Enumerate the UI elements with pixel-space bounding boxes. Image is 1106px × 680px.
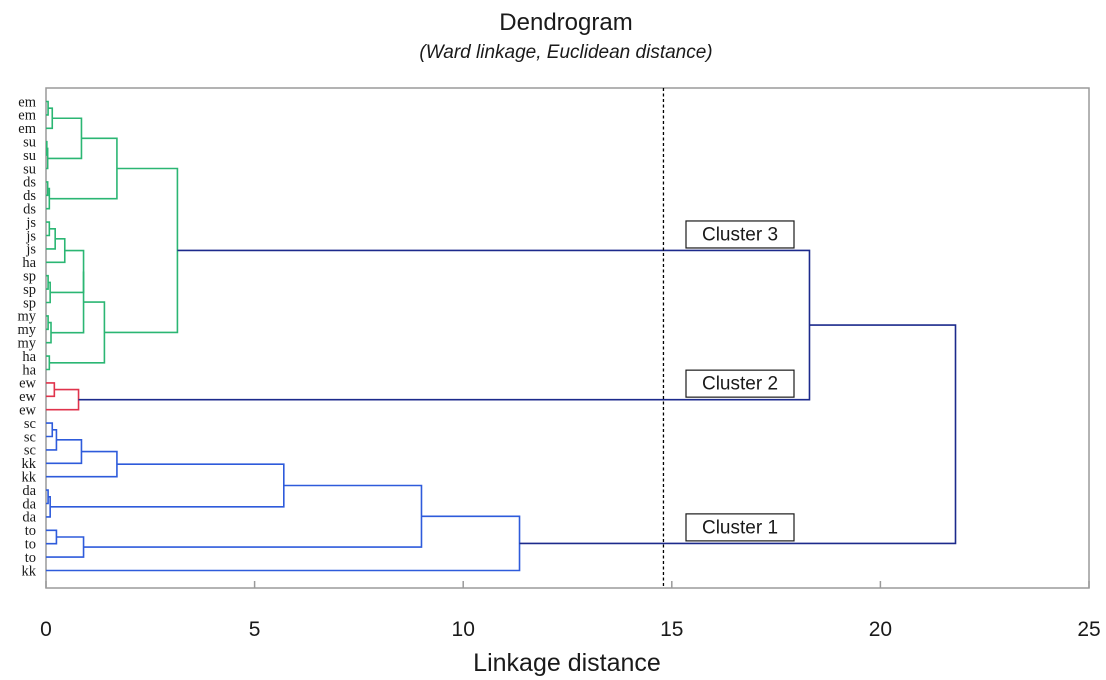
- leaf-label-33: to: [25, 537, 36, 553]
- cluster-label-box: [685, 369, 795, 398]
- cluster-label-3: Cluster 1: [685, 513, 795, 542]
- leaf-label-27: kk: [22, 456, 37, 472]
- leaf-label-1: em: [18, 108, 36, 124]
- cluster-label-text: Cluster 1: [702, 517, 778, 538]
- cluster-label-text: Cluster 2: [702, 374, 778, 395]
- dendrogram-link-n25: [46, 439, 83, 465]
- chart-subtitle: (Ward linkage, Euclidean distance): [419, 42, 712, 63]
- x-tick-label-25: 25: [1077, 618, 1100, 641]
- leaf-label-8: ds: [23, 202, 36, 218]
- leaf-label-22: ew: [19, 389, 36, 405]
- dendrogram-link-n8: [49, 137, 118, 200]
- leaf-label-0: em: [18, 94, 36, 110]
- leaf-label-31: da: [22, 510, 36, 526]
- leaf-label-10: js: [25, 228, 36, 244]
- cluster-label-box: [685, 513, 795, 542]
- leaf-label-7: ds: [23, 188, 36, 204]
- dendrogram-link-n21: [46, 382, 56, 398]
- cluster-labels: Cluster 3 Cluster 2 Cluster 1: [685, 220, 795, 542]
- leaf-label-26: sc: [24, 443, 36, 459]
- cluster-label-1: Cluster 3: [685, 220, 795, 249]
- cluster-label-2: Cluster 2: [685, 369, 795, 398]
- x-axis: 0 5 10 15 20 25: [40, 581, 1101, 641]
- dendrogram-link-n23: [46, 422, 54, 438]
- cluster-label-text: Cluster 3: [702, 224, 778, 245]
- leaf-label-14: sp: [23, 282, 36, 298]
- dendrogram-link-n30: [46, 529, 58, 545]
- leaf-label-3: su: [23, 135, 36, 151]
- dendrogram-link-n24: [46, 429, 58, 451]
- leaf-label-13: sp: [23, 269, 36, 285]
- leaf-label-35: kk: [22, 563, 37, 579]
- leaf-label-30: da: [22, 496, 36, 512]
- leaf-label-34: to: [25, 550, 36, 566]
- x-axis-label: Linkage distance: [473, 649, 661, 677]
- leaf-label-28: kk: [22, 470, 37, 486]
- dendrogram-link-n31: [46, 536, 85, 558]
- dendrogram-link-n33: [46, 515, 521, 572]
- leaf-label-15: sp: [23, 295, 36, 311]
- plot-area-frame: [45, 87, 1090, 589]
- x-tick-label-0: 0: [40, 618, 52, 641]
- leaf-label-11: js: [25, 242, 36, 258]
- leaf-label-17: my: [17, 322, 36, 338]
- dendrogram-link-n2: [46, 107, 54, 130]
- leaf-label-20: ha: [22, 362, 36, 378]
- x-tick-label-10: 10: [452, 618, 475, 641]
- dendrogram-link-n17: [51, 271, 85, 334]
- dendrogram-link-n10: [46, 228, 56, 250]
- dendrogram-link-n3: [46, 140, 48, 156]
- leaf-label-5: su: [23, 161, 36, 177]
- leaf-label-16: my: [17, 309, 36, 325]
- leaf-labels: emememsususudsdsdsjsjsjshaspspspmymymyha…: [17, 94, 36, 579]
- leaf-label-32: to: [25, 523, 36, 539]
- x-tick-label-5: 5: [249, 618, 261, 641]
- leaf-label-19: ha: [22, 349, 36, 365]
- dendrogram-link-n20: [104, 167, 179, 334]
- dendrogram-link-n14: [50, 249, 85, 294]
- dendrogram-link-n22: [46, 388, 80, 411]
- leaf-label-2: em: [18, 121, 36, 137]
- leaf-label-4: su: [23, 148, 36, 164]
- leaf-label-21: ew: [19, 376, 36, 392]
- dendrogram-tree: [46, 100, 957, 572]
- chart-title: Dendrogram: [499, 9, 632, 36]
- dendrogram-link-n35: [519, 324, 957, 545]
- leaf-label-18: my: [17, 336, 36, 352]
- leaf-label-24: sc: [24, 416, 36, 432]
- dendrogram-link-n29: [50, 463, 285, 508]
- leaf-label-29: da: [22, 483, 36, 499]
- x-tick-label-20: 20: [869, 618, 892, 641]
- dendrogram-link-n32: [83, 484, 423, 548]
- leaf-label-9: js: [25, 215, 36, 231]
- leaf-label-12: ha: [22, 255, 36, 271]
- leaf-label-25: sc: [24, 429, 36, 445]
- leaf-label-23: ew: [19, 403, 36, 419]
- cluster-label-box: [685, 220, 795, 249]
- x-tick-label-15: 15: [660, 618, 683, 641]
- leaf-label-6: ds: [23, 175, 36, 191]
